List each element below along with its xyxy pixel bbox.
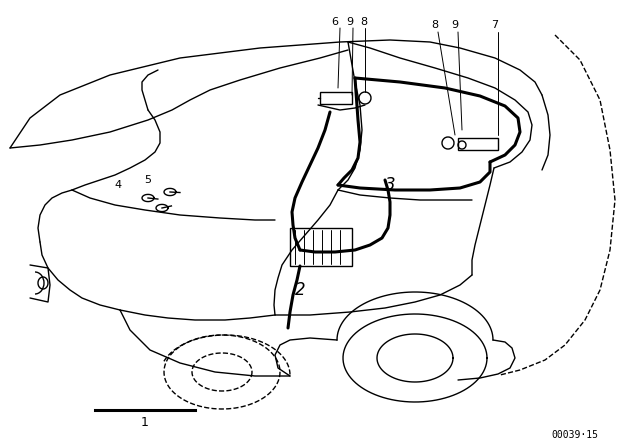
Text: 8: 8 (431, 20, 438, 30)
FancyBboxPatch shape (290, 228, 352, 266)
Text: 4: 4 (115, 180, 122, 190)
Text: 5: 5 (145, 175, 152, 185)
Text: 6: 6 (332, 17, 339, 27)
Text: 9: 9 (451, 20, 459, 30)
Text: 9: 9 (346, 17, 353, 27)
FancyBboxPatch shape (458, 138, 498, 150)
Text: 1: 1 (141, 415, 149, 428)
Text: 3: 3 (385, 176, 396, 194)
Text: 2: 2 (294, 281, 305, 299)
Text: 00039·15: 00039·15 (552, 430, 598, 440)
FancyBboxPatch shape (320, 92, 352, 104)
Text: 7: 7 (492, 20, 499, 30)
Text: 8: 8 (360, 17, 367, 27)
